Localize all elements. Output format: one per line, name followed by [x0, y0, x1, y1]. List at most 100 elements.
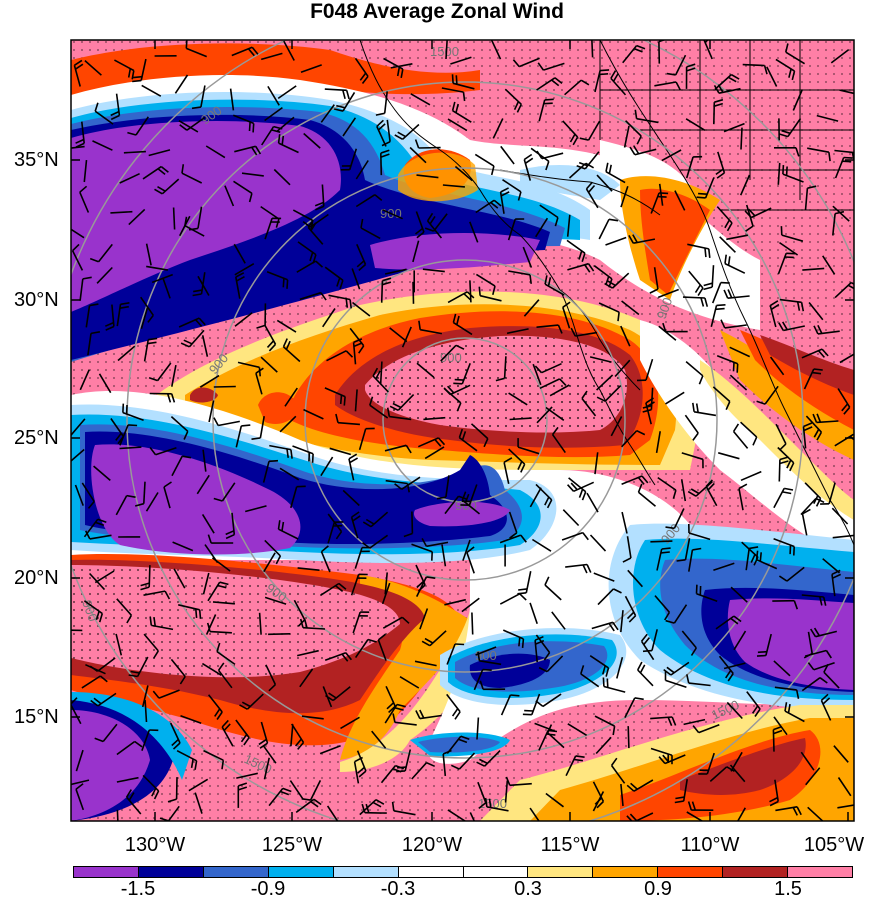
colorbar-swatch — [204, 867, 269, 877]
wind-barb-feather — [253, 123, 254, 132]
wind-barb-feather — [855, 805, 859, 813]
wind-barb-feather — [510, 695, 519, 696]
colorbar-swatch — [788, 867, 852, 877]
wind-barb-feather — [545, 99, 554, 100]
wind-barb-feather — [128, 425, 137, 426]
wind-barb-feather — [447, 35, 456, 37]
wind-barb-feather — [133, 77, 142, 78]
wind-barb-feather — [844, 158, 853, 159]
wind-barb-feather — [716, 309, 725, 310]
colorbar-swatch — [334, 867, 399, 877]
colorbar-swatch — [593, 867, 658, 877]
wind-barb-feather — [700, 821, 702, 830]
wind-barb-feather — [282, 136, 283, 145]
wind-barb-feather — [859, 351, 866, 357]
wind-barb-feather — [726, 825, 735, 827]
wind-barb-feather — [535, 823, 541, 830]
contour-label: 1500 — [430, 44, 459, 59]
wind-barb-feather — [62, 621, 65, 630]
wind-barb-feather — [760, 552, 761, 561]
colorbar-swatch — [399, 867, 464, 877]
wind-barb-feather — [814, 369, 823, 370]
wind-barb-shaft — [741, 128, 742, 150]
wind-barb-feather — [812, 373, 821, 374]
wind-barb-feather — [658, 197, 667, 198]
wind-barb-feather — [757, 551, 758, 560]
wind-barb-feather — [491, 33, 498, 39]
wind-barb-shaft — [268, 634, 290, 635]
wind-barb-feather — [757, 656, 766, 657]
lon-label-110w: 110°W — [670, 834, 750, 857]
wind-barb-shaft — [470, 280, 471, 302]
colorbar-label: 1.5 — [758, 878, 818, 901]
wind-barb-feather — [544, 103, 553, 104]
wind-barb-feather — [250, 122, 251, 131]
colorbar-label: -0.9 — [238, 878, 298, 901]
wind-barb-feather — [737, 364, 738, 373]
colorbar-swatch — [528, 867, 593, 877]
wind-barb-feather — [704, 33, 711, 39]
wind-barb-feather — [269, 461, 278, 462]
wind-barb-feather — [455, 380, 464, 381]
wind-barb-feather — [855, 353, 862, 359]
wind-barb-feather — [473, 832, 480, 838]
lat-label-25n: 25°N — [14, 427, 70, 450]
wind-barb-shaft — [214, 387, 236, 388]
lon-label-105w: 105°W — [794, 834, 874, 857]
lon-label-125w: 125°W — [252, 834, 332, 857]
colorbar-label: 0.3 — [498, 878, 558, 901]
wind-barb-feather — [350, 300, 351, 309]
wind-barb-feather — [709, 249, 710, 258]
contour-label: 1500 — [478, 796, 507, 811]
colorbar-label: -0.3 — [368, 878, 428, 901]
wind-barb-shaft — [412, 512, 413, 534]
wind-barb-feather — [313, 454, 314, 463]
wind-barb-feather — [734, 362, 735, 371]
wind-barb-feather — [600, 70, 609, 71]
wind-barb-feather — [662, 548, 671, 549]
wind-barb-feather — [721, 283, 730, 284]
wind-barb-feather — [859, 804, 863, 812]
wind-barb-feather — [241, 425, 250, 426]
colorbar-swatch — [723, 867, 788, 877]
wind-barb-feather — [697, 197, 706, 198]
wind-barb-shaft — [743, 65, 765, 66]
wind-barb-feather — [661, 552, 670, 553]
wind-barb-feather — [58, 621, 61, 630]
wind-barb-feather — [200, 610, 201, 619]
wind-barb-feather — [783, 165, 784, 174]
colorbar — [73, 866, 853, 878]
colorbar-label: 0.9 — [628, 878, 688, 901]
wind-barb-feather — [758, 652, 767, 653]
wind-barb-shaft — [628, 726, 629, 748]
lat-label-35n: 35°N — [14, 149, 70, 172]
wind-barb-feather — [523, 639, 524, 648]
wind-barb-feather — [618, 312, 619, 321]
wind-barb-feather — [842, 161, 851, 162]
wind-barb-feather — [861, 95, 862, 104]
wind-barb-feather — [483, 670, 492, 671]
wind-barb-feather — [820, 822, 824, 830]
wind-barb-feather — [309, 452, 310, 461]
wind-barb-feather — [479, 287, 480, 296]
colorbar-swatch — [269, 867, 334, 877]
wind-barb-feather — [150, 617, 151, 626]
colorbar-swatch — [74, 867, 139, 877]
wind-barb-feather — [519, 637, 520, 646]
colorbar-label: -1.5 — [108, 878, 168, 901]
wind-barb-feather — [132, 81, 141, 82]
wind-barb-feather — [456, 75, 457, 84]
wind-barb-feather — [334, 824, 340, 831]
wind-barb-feather — [464, 92, 465, 101]
wind-barb-feather — [717, 305, 726, 306]
wind-barb-feather — [287, 280, 288, 289]
wind-barb-feather — [341, 395, 342, 404]
colorbar-swatch — [464, 867, 529, 877]
lat-label-20n: 20°N — [14, 567, 70, 590]
wind-barb-feather — [518, 589, 527, 590]
wind-barb-feather — [599, 74, 608, 75]
wind-field: 900 900 900 900 900 900 900 1500 1500 15… — [45, 0, 874, 840]
wind-barb-feather — [283, 278, 284, 287]
wind-barb-feather — [464, 822, 466, 831]
